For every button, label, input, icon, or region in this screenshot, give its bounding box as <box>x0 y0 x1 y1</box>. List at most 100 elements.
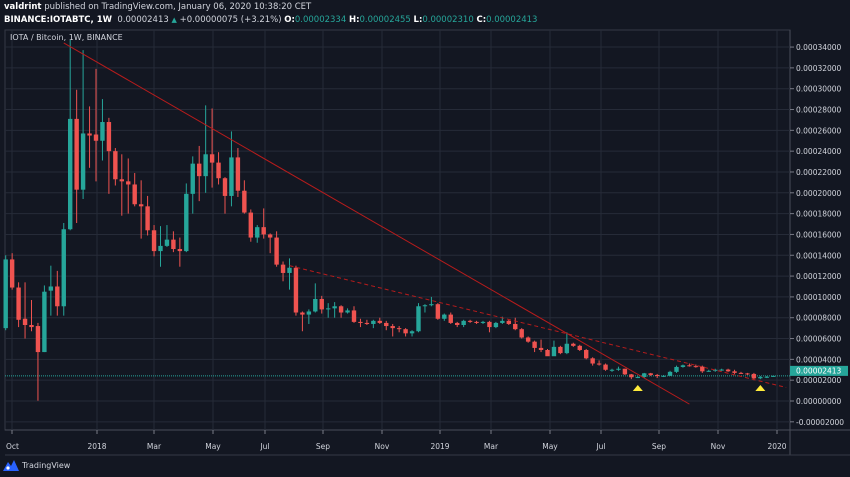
candle-body <box>571 343 576 346</box>
price-tick-label: 0.00028000 <box>796 106 842 115</box>
candle-body <box>403 329 408 334</box>
candle-body <box>87 133 92 136</box>
candle-body <box>416 306 421 332</box>
candle-body <box>467 320 473 322</box>
candle-body <box>16 287 21 320</box>
candle-body <box>48 286 54 291</box>
candle-body <box>590 358 595 364</box>
price-tick-label: 0.00008000 <box>796 314 842 323</box>
candle-body <box>758 377 763 379</box>
candle-body <box>596 363 602 365</box>
candle-body <box>216 162 221 179</box>
candle-body <box>667 371 673 376</box>
candle-body <box>119 179 124 182</box>
candle-body <box>687 365 692 367</box>
candle-body <box>287 267 292 273</box>
price-change: +0.00000075 (+3.21%) <box>179 15 282 25</box>
candle-body <box>622 368 628 375</box>
candle-body <box>209 154 215 163</box>
candle-body <box>106 122 112 152</box>
candle-body <box>338 306 344 313</box>
candle-body <box>306 311 312 315</box>
candle-body <box>377 320 382 323</box>
candle-body <box>609 369 615 371</box>
candle-body <box>93 134 99 141</box>
candle-body <box>396 328 402 330</box>
candle-body <box>732 371 737 373</box>
time-tick-label: May <box>542 442 558 451</box>
candle-body <box>616 368 621 370</box>
candle-body <box>700 366 705 372</box>
publish-info: valdrint published on TradingView.com, J… <box>4 2 311 12</box>
candle-body <box>603 364 608 370</box>
tradingview-branding[interactable]: TradingView <box>3 459 70 471</box>
price-tick-label: 0.00002000 <box>796 376 842 385</box>
time-tick-label: 2019 <box>430 442 449 451</box>
candle-body <box>506 320 511 324</box>
candle-body <box>171 239 176 250</box>
candle-body <box>364 322 370 324</box>
candle-body <box>635 377 640 379</box>
price-tick-label: 0.00020000 <box>796 189 842 198</box>
last-price: 0.00002413 <box>117 15 169 25</box>
time-tick-label: May <box>205 442 221 451</box>
price-tick-label: 0.00012000 <box>796 272 842 281</box>
price-tick-label: 0.00030000 <box>796 85 842 94</box>
candle-body <box>145 206 150 231</box>
candle-body <box>629 374 634 378</box>
candle-body <box>493 322 499 328</box>
candle-body <box>158 245 163 252</box>
triangle-up-marker-icon <box>632 385 643 391</box>
candle-body <box>222 178 228 196</box>
price-tick-label: 0.00006000 <box>796 335 842 344</box>
price-tick-label: 0.00022000 <box>796 168 842 177</box>
close-label: C: <box>476 15 487 25</box>
candle-body <box>203 154 208 177</box>
price-tick-label: 0.00026000 <box>796 126 842 135</box>
candle-body <box>764 376 769 378</box>
candle-body <box>693 366 699 368</box>
candle-body <box>100 122 105 141</box>
candle-body <box>248 212 253 238</box>
candle-body <box>390 326 395 329</box>
price-tick-label: 0.00004000 <box>796 355 842 364</box>
candle-body <box>190 163 195 194</box>
low-label: L: <box>413 15 423 25</box>
time-tick-label: Mar <box>484 442 499 451</box>
current-price-badge <box>790 365 848 376</box>
candle-body <box>29 325 34 328</box>
candle-body <box>480 321 486 323</box>
candle-body <box>235 157 241 191</box>
open-label: O: <box>284 15 295 25</box>
time-tick-label: Sep <box>652 442 666 451</box>
time-tick-label: Nov <box>711 442 726 451</box>
price-tick-label: 0.00016000 <box>796 230 842 239</box>
candle-body <box>442 314 447 319</box>
candle-body <box>55 286 60 307</box>
candle-body <box>300 312 305 315</box>
candle-body <box>197 163 202 177</box>
published-text: published on TradingView.com, January 06… <box>44 2 312 12</box>
candle-body <box>706 370 711 372</box>
candle-body <box>345 310 350 313</box>
candle-body <box>177 249 183 252</box>
high-value: 0.00002455 <box>359 15 411 25</box>
author-name[interactable]: valdrint <box>4 2 42 12</box>
current-price-label: 0.00002413 <box>796 367 842 376</box>
time-tick-label: Jul <box>259 442 269 451</box>
candle-body <box>713 369 718 371</box>
symbol-label: BINANCE:IOTABTC, 1W <box>4 15 112 25</box>
candle-body <box>371 320 376 324</box>
candle-body <box>68 118 73 230</box>
candle-body <box>500 320 505 323</box>
candle-body <box>42 291 47 353</box>
candle-body <box>229 157 234 196</box>
price-tick-label: 0.00034000 <box>796 43 842 52</box>
price-tick-label: 0.00014000 <box>796 251 842 260</box>
price-tick-label: 0.00010000 <box>796 293 842 302</box>
candle-body <box>332 306 337 309</box>
candle-body <box>558 346 563 354</box>
candle-body <box>654 374 660 377</box>
candle-body <box>22 318 28 326</box>
